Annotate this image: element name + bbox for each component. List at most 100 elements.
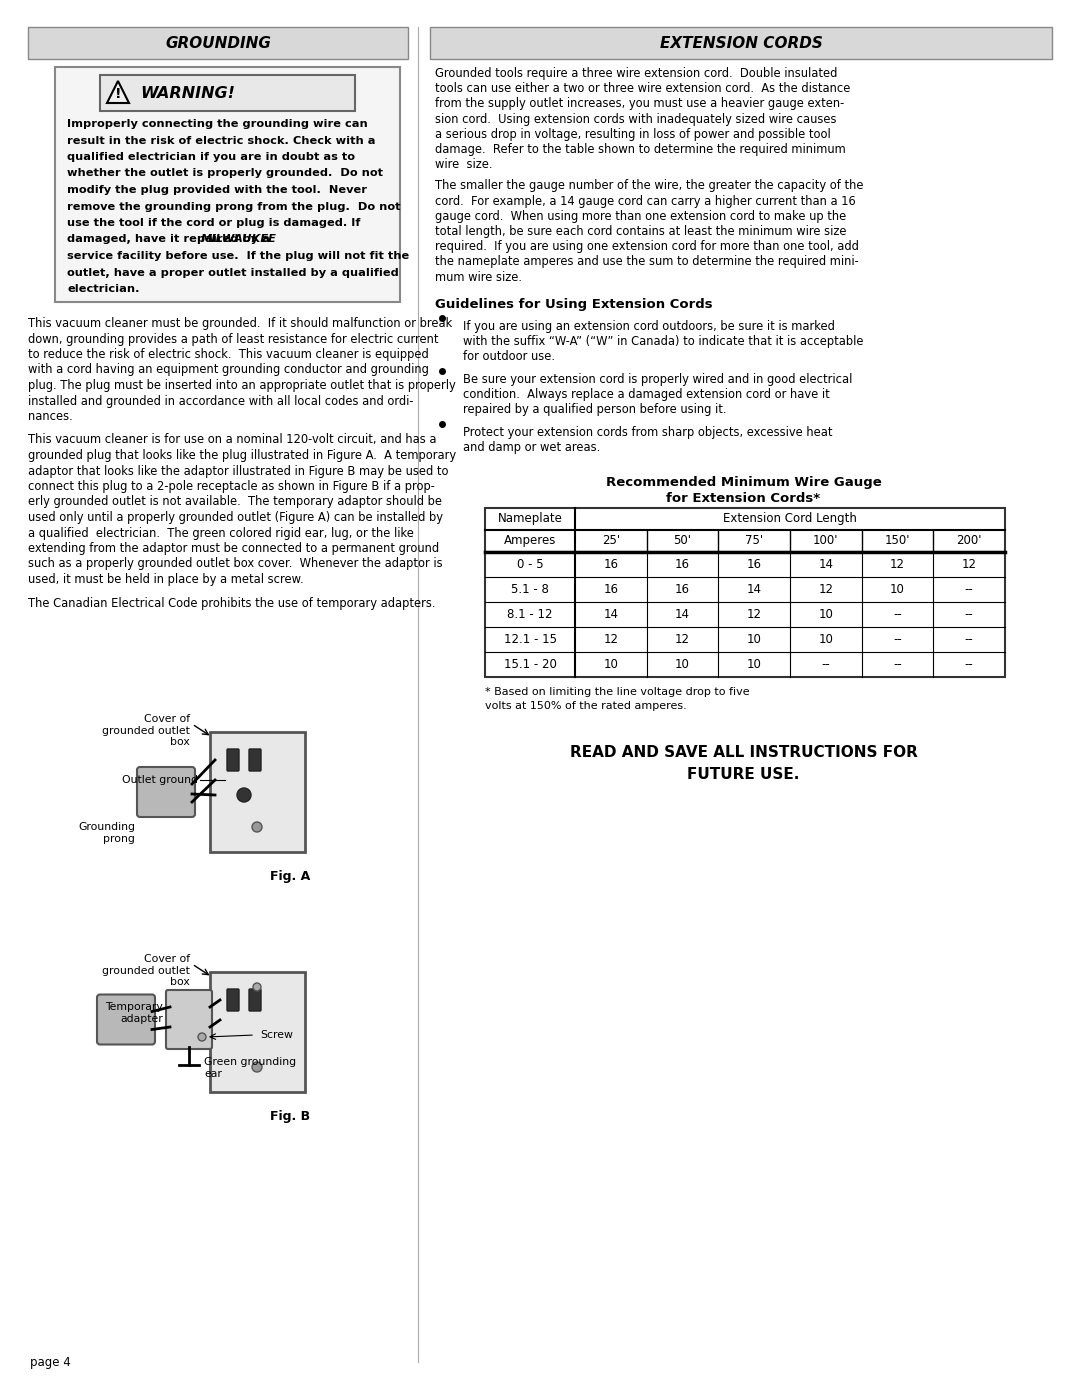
Text: result in the risk of electric shock. Check with a: result in the risk of electric shock. Ch… (67, 136, 376, 145)
Text: cord.  For example, a 14 gauge cord can carry a higher current than a 16: cord. For example, a 14 gauge cord can c… (435, 194, 855, 208)
Text: sion cord.  Using extension cords with inadequately sized wire causes: sion cord. Using extension cords with in… (435, 113, 837, 126)
Text: Nameplate: Nameplate (498, 513, 563, 525)
Text: wire  size.: wire size. (435, 158, 492, 172)
FancyBboxPatch shape (249, 749, 261, 771)
Text: page 4: page 4 (30, 1356, 71, 1369)
Circle shape (252, 1062, 262, 1071)
Text: for outdoor use.: for outdoor use. (463, 349, 555, 363)
Text: 15.1 - 20: 15.1 - 20 (503, 658, 556, 671)
Text: to reduce the risk of electric shock.  This vacuum cleaner is equipped: to reduce the risk of electric shock. Th… (28, 348, 429, 360)
Text: The smaller the gauge number of the wire, the greater the capacity of the: The smaller the gauge number of the wire… (435, 179, 864, 193)
Text: 50': 50' (674, 534, 691, 548)
Text: 16: 16 (604, 557, 619, 571)
Text: grounded plug that looks like the plug illustrated in Figure A.  A temporary: grounded plug that looks like the plug i… (28, 448, 456, 462)
Text: Amperes: Amperes (503, 534, 556, 548)
Text: --: -- (964, 608, 973, 620)
Text: 16: 16 (746, 557, 761, 571)
Text: --: -- (964, 633, 973, 645)
Text: required.  If you are using one extension cord for more than one tool, add: required. If you are using one extension… (435, 240, 859, 253)
Text: Cover of
grounded outlet
box: Cover of grounded outlet box (103, 954, 190, 988)
Text: Extension Cord Length: Extension Cord Length (724, 513, 856, 525)
Text: used, it must be held in place by a metal screw.: used, it must be held in place by a meta… (28, 573, 303, 585)
Text: 75': 75' (745, 534, 764, 548)
FancyBboxPatch shape (227, 749, 239, 771)
Circle shape (198, 1032, 206, 1041)
Text: This vacuum cleaner must be grounded.  If it should malfunction or break: This vacuum cleaner must be grounded. If… (28, 317, 453, 330)
Text: Grounding
prong: Grounding prong (78, 821, 135, 844)
Text: If you are using an extension cord outdoors, be sure it is marked: If you are using an extension cord outdo… (463, 320, 835, 332)
Text: erly grounded outlet is not available.  The temporary adaptor should be: erly grounded outlet is not available. T… (28, 496, 442, 509)
Polygon shape (107, 81, 129, 103)
Text: Temporary
adapter: Temporary adapter (105, 1002, 163, 1024)
Text: mum wire size.: mum wire size. (435, 271, 522, 284)
Text: --: -- (893, 608, 902, 620)
FancyBboxPatch shape (97, 995, 156, 1045)
Text: damaged, have it repaired by a: damaged, have it repaired by a (67, 235, 274, 244)
FancyBboxPatch shape (227, 989, 239, 1011)
Text: 10: 10 (604, 658, 618, 671)
Text: connect this plug to a 2-pole receptacle as shown in Figure B if a prop-: connect this plug to a 2-pole receptacle… (28, 481, 435, 493)
Text: 100': 100' (813, 534, 838, 548)
Text: remove the grounding prong from the plug.  Do not: remove the grounding prong from the plug… (67, 201, 401, 211)
Text: a serious drop in voltage, resulting in loss of power and possible tool: a serious drop in voltage, resulting in … (435, 127, 831, 141)
Text: modify the plug provided with the tool.  Never: modify the plug provided with the tool. … (67, 184, 367, 196)
Text: Be sure your extension cord is properly wired and in good electrical: Be sure your extension cord is properly … (463, 373, 852, 386)
Text: electrician.: electrician. (67, 284, 139, 293)
Text: 10: 10 (819, 633, 834, 645)
Text: repaired by a qualified person before using it.: repaired by a qualified person before us… (463, 402, 727, 416)
Text: GROUNDING: GROUNDING (165, 35, 271, 50)
Text: The Canadian Electrical Code prohibits the use of temporary adapters.: The Canadian Electrical Code prohibits t… (28, 597, 435, 609)
Text: WARNING!: WARNING! (140, 85, 234, 101)
Text: * Based on limiting the line voltage drop to five: * Based on limiting the line voltage dro… (485, 687, 750, 697)
Text: Fig. A: Fig. A (270, 870, 310, 883)
Bar (100, 75, 355, 110)
Text: whether the outlet is properly grounded.  Do not: whether the outlet is properly grounded.… (67, 169, 383, 179)
Text: Protect your extension cords from sharp objects, excessive heat: Protect your extension cords from sharp … (463, 426, 833, 439)
Text: 14: 14 (819, 557, 834, 571)
Text: 16: 16 (604, 583, 619, 595)
Text: 10: 10 (819, 608, 834, 620)
Circle shape (252, 821, 262, 833)
Bar (55, 67, 400, 302)
Text: for Extension Cords*: for Extension Cords* (666, 492, 821, 504)
Text: Screw: Screw (260, 1030, 293, 1039)
Text: 25': 25' (602, 534, 620, 548)
Text: --: -- (893, 658, 902, 671)
Text: 5.1 - 8: 5.1 - 8 (511, 583, 549, 595)
Text: such as a properly grounded outlet box cover.  Whenever the adaptor is: such as a properly grounded outlet box c… (28, 557, 443, 570)
Text: Improperly connecting the grounding wire can: Improperly connecting the grounding wire… (67, 119, 368, 129)
Text: --: -- (822, 658, 831, 671)
Text: --: -- (964, 583, 973, 595)
Text: installed and grounded in accordance with all local codes and ordi-: installed and grounded in accordance wit… (28, 394, 414, 408)
Text: 12: 12 (675, 633, 690, 645)
Text: 150': 150' (885, 534, 910, 548)
Text: !: ! (114, 87, 121, 101)
Text: Outlet ground: Outlet ground (122, 775, 198, 785)
Text: --: -- (893, 633, 902, 645)
Text: Green grounding
ear: Green grounding ear (204, 1058, 296, 1078)
Circle shape (237, 788, 251, 802)
Bar (210, 732, 305, 852)
Text: plug. The plug must be inserted into an appropriate outlet that is properly: plug. The plug must be inserted into an … (28, 379, 456, 393)
Text: the nameplate amperes and use the sum to determine the required mini-: the nameplate amperes and use the sum to… (435, 256, 859, 268)
Text: 200': 200' (957, 534, 982, 548)
Text: Cover of
grounded outlet
box: Cover of grounded outlet box (103, 714, 190, 747)
FancyBboxPatch shape (249, 989, 261, 1011)
Text: used only until a properly grounded outlet (Figure A) can be installed by: used only until a properly grounded outl… (28, 511, 443, 524)
Text: gauge cord.  When using more than one extension cord to make up the: gauge cord. When using more than one ext… (435, 210, 847, 222)
Text: a qualified  electrician.  The green colored rigid ear, lug, or the like: a qualified electrician. The green color… (28, 527, 414, 539)
Text: 10: 10 (890, 583, 905, 595)
Text: damage.  Refer to the table shown to determine the required minimum: damage. Refer to the table shown to dete… (435, 142, 846, 156)
Text: condition.  Always replace a damaged extension cord or have it: condition. Always replace a damaged exte… (463, 388, 829, 401)
Text: READ AND SAVE ALL INSTRUCTIONS FOR: READ AND SAVE ALL INSTRUCTIONS FOR (569, 745, 917, 760)
Text: total length, be sure each cord contains at least the minimum wire size: total length, be sure each cord contains… (435, 225, 847, 237)
Text: extending from the adaptor must be connected to a permanent ground: extending from the adaptor must be conne… (28, 542, 440, 555)
Text: 12: 12 (604, 633, 619, 645)
Text: use the tool if the cord or plug is damaged. If: use the tool if the cord or plug is dama… (67, 218, 361, 228)
Bar (28, 27, 408, 59)
Text: qualified electrician if you are in doubt as to: qualified electrician if you are in doub… (67, 152, 355, 162)
Text: This vacuum cleaner is for use on a nominal 120-volt circuit, and has a: This vacuum cleaner is for use on a nomi… (28, 433, 436, 447)
Text: 12: 12 (961, 557, 976, 571)
Text: nances.: nances. (28, 409, 72, 423)
Circle shape (253, 983, 261, 990)
